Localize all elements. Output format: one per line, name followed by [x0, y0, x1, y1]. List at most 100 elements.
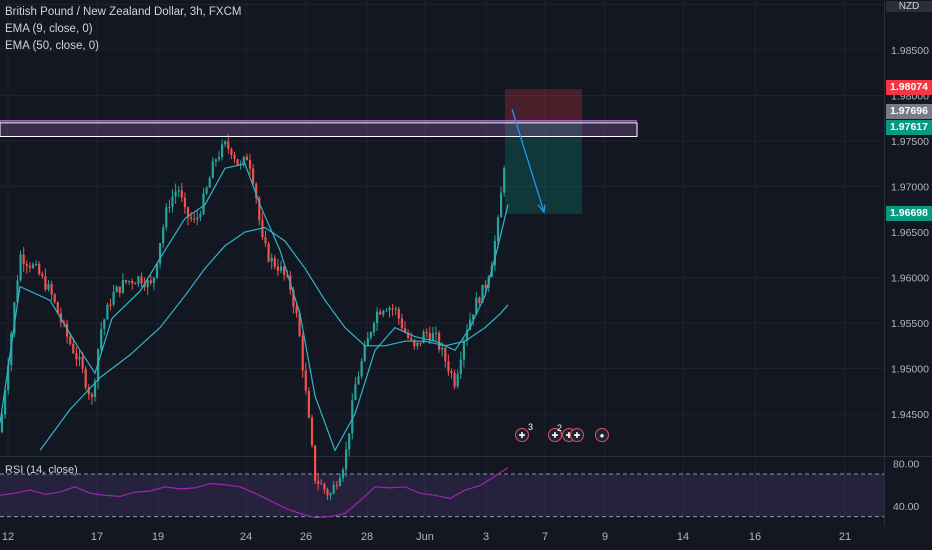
rsi-tick-label: 80.00	[893, 458, 919, 470]
ema-fast-line	[0, 163, 509, 452]
candle	[118, 286, 121, 293]
candle	[109, 304, 112, 306]
stop-loss-zone	[505, 89, 582, 123]
candle	[50, 284, 53, 295]
candle	[171, 196, 174, 208]
zone-price-badge: 1.97696	[886, 104, 932, 119]
candle	[41, 274, 44, 277]
candle	[459, 359, 462, 374]
candle	[481, 284, 484, 303]
candle	[4, 390, 7, 415]
candle	[168, 207, 171, 209]
candle	[115, 286, 118, 293]
candle	[317, 481, 320, 484]
candle	[292, 290, 295, 307]
candle	[503, 168, 506, 193]
candle	[159, 243, 162, 264]
candle	[190, 217, 193, 219]
candle	[165, 207, 168, 228]
ema-fast-label[interactable]: EMA (9, close, 0)	[5, 23, 93, 35]
candle	[140, 276, 143, 284]
ema-slow-label[interactable]: EMA (50, close, 0)	[5, 40, 99, 52]
stop-price-badge: 1.98074	[886, 80, 932, 95]
candle	[307, 390, 310, 418]
candle	[329, 493, 332, 496]
candle	[472, 314, 475, 320]
price-tick-label: 1.97000	[891, 182, 929, 194]
event-count: 3	[528, 422, 534, 432]
candle	[382, 310, 385, 315]
candle	[407, 332, 410, 338]
event-count: 2	[557, 423, 563, 433]
candle	[224, 141, 227, 145]
nz-flag-icon[interactable]: ●	[595, 428, 609, 442]
candle	[25, 263, 28, 266]
candle	[87, 387, 90, 395]
candle	[211, 161, 214, 179]
candle	[78, 356, 81, 360]
candle	[462, 340, 465, 360]
candle	[419, 342, 422, 344]
candle	[391, 308, 394, 310]
time-tick-label: 19	[152, 531, 164, 543]
candle	[264, 237, 267, 244]
candle	[345, 449, 348, 470]
candle	[438, 333, 441, 350]
candle	[310, 417, 314, 446]
price-tick-label: 1.96500	[891, 227, 929, 239]
candle	[162, 227, 165, 244]
rsi-band	[0, 474, 884, 517]
uk-flag-icon[interactable]: ✚	[515, 428, 529, 442]
candle	[112, 292, 115, 305]
uk-flag-icon[interactable]: ✚	[548, 428, 562, 442]
candle	[233, 155, 236, 160]
candle	[106, 304, 109, 320]
candle	[496, 217, 500, 241]
candle	[283, 266, 286, 275]
candle	[493, 240, 496, 266]
candle	[38, 263, 41, 275]
rsi-legend[interactable]: RSI (14, close)	[5, 464, 78, 476]
candle	[217, 157, 221, 160]
candle	[245, 156, 248, 161]
candle	[183, 197, 186, 208]
time-tick-label: 9	[602, 531, 608, 543]
candle	[450, 371, 453, 374]
rsi-tick-label: 40.00	[893, 501, 919, 513]
candle	[236, 159, 239, 166]
candle	[298, 313, 301, 337]
time-tick-label: 21	[839, 531, 851, 543]
candle	[72, 343, 75, 354]
candle	[13, 302, 16, 334]
take-profit-zone	[505, 122, 582, 214]
price-tick-label: 1.95500	[891, 318, 929, 330]
time-tick-label: 17	[91, 531, 103, 543]
candle	[410, 337, 413, 340]
candle	[93, 381, 97, 398]
candle	[270, 258, 273, 262]
candle	[453, 373, 456, 387]
resistance-zone	[0, 122, 638, 137]
time-tick-label: 3	[483, 531, 489, 543]
candle	[31, 264, 35, 268]
uk-flag-icon[interactable]: ✚	[570, 428, 584, 442]
candle	[478, 297, 481, 303]
symbol-title[interactable]: British Pound / New Zealand Dollar, 3h, …	[5, 6, 242, 18]
candle	[341, 469, 345, 479]
candle	[323, 483, 326, 490]
candle	[0, 414, 4, 433]
candle	[376, 311, 379, 324]
candle	[248, 160, 252, 169]
projection-arrow	[511, 109, 545, 213]
candle	[279, 266, 283, 271]
candle	[431, 333, 434, 341]
candle	[208, 178, 211, 188]
price-tick-label: 1.96000	[891, 273, 929, 285]
candle	[456, 373, 459, 387]
time-tick-label: Jun	[416, 531, 434, 543]
candles	[0, 134, 506, 501]
candle	[500, 192, 503, 218]
candle	[258, 197, 261, 221]
